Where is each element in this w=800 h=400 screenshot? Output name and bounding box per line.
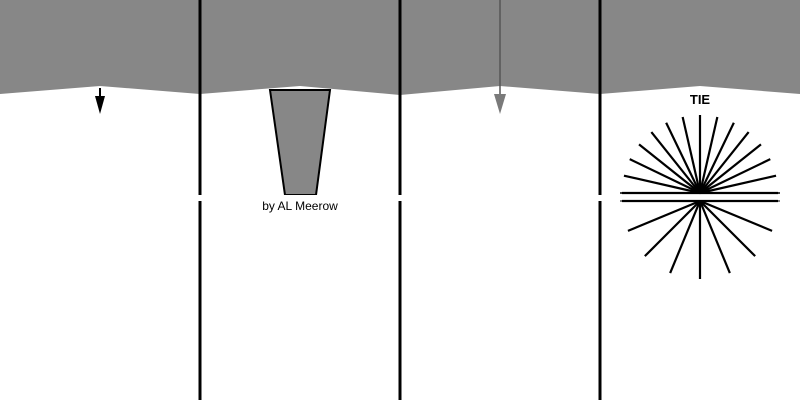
starburst-ray-upper-6 <box>681 116 702 194</box>
starburst-ray-lower-2 <box>699 200 756 257</box>
starburst-ray-lower-6 <box>644 200 701 257</box>
starburst-ray-upper-3 <box>638 143 701 194</box>
down-arrow-icon <box>95 88 105 114</box>
author-credit: by AL Meerow <box>262 199 338 213</box>
starburst-ray-upper-9 <box>699 122 735 194</box>
starburst-ray-upper-13 <box>699 174 777 195</box>
divider-gap <box>0 195 800 201</box>
starburst-graphic <box>620 115 780 279</box>
starburst-ray-upper-12 <box>699 158 771 194</box>
starburst-ray-lower-7 <box>627 199 701 232</box>
starburst-ray-upper-11 <box>699 143 762 194</box>
starburst-ray-upper-10 <box>699 131 750 194</box>
tapered-funnel <box>268 89 332 196</box>
starburst-ray-upper-5 <box>665 122 701 194</box>
starburst-ray-lower-3 <box>698 200 731 274</box>
tie-label: TIE <box>690 92 711 107</box>
starburst-ray-upper-4 <box>650 131 701 194</box>
gray-down-arrow-icon <box>494 0 506 114</box>
starburst-ray-upper-8 <box>698 116 719 194</box>
starburst-ray-lower-5 <box>669 200 702 274</box>
starburst-ray-lower-1 <box>699 199 773 232</box>
starburst-ray-upper-1 <box>623 174 701 195</box>
starburst-ray-upper-2 <box>629 158 701 194</box>
